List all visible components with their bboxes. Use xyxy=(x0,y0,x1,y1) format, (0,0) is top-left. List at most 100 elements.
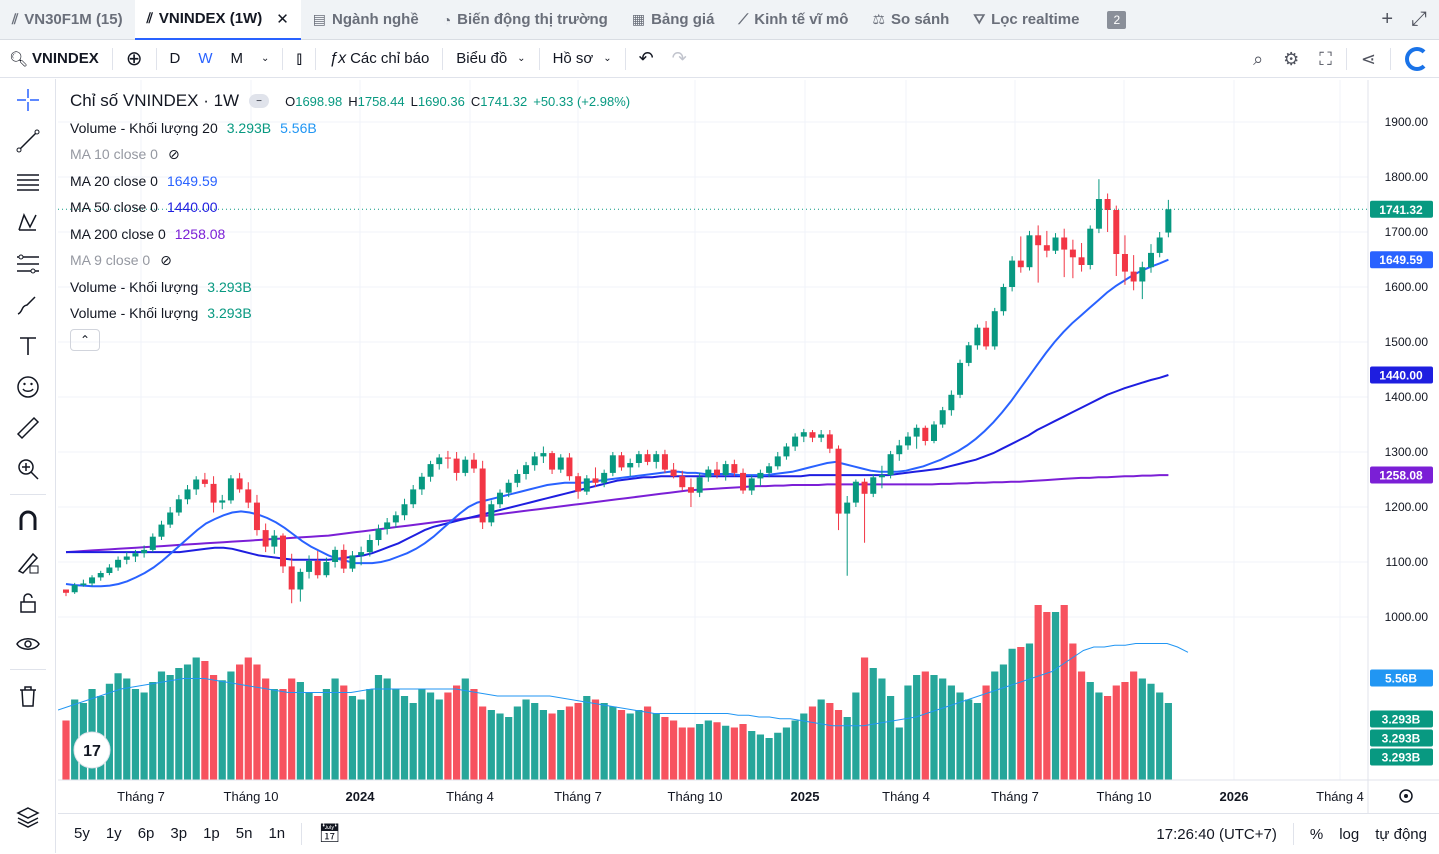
auto-toggle[interactable]: tự động xyxy=(1375,825,1427,843)
volume-bar xyxy=(878,678,886,780)
minus-icon[interactable]: − xyxy=(249,94,270,109)
chart-icon: ⫽ xyxy=(12,11,19,27)
legend-row[interactable]: MA 9 close 0 ⊘ xyxy=(70,247,630,274)
interval-W[interactable]: W xyxy=(198,50,213,67)
profile-dropdown[interactable]: Hồ sơ ⌄ xyxy=(544,40,621,78)
volume-bar xyxy=(999,664,1008,780)
tab-6[interactable]: ⚖ So sánh xyxy=(860,0,961,40)
candle xyxy=(800,428,807,443)
chart-type-dropdown[interactable]: Biểu đồ ⌄ xyxy=(447,40,534,78)
quick-search-icon[interactable]: ⌕ xyxy=(1253,48,1264,69)
tradingview-logo-icon[interactable]: 17 xyxy=(73,731,111,769)
trend-line-icon[interactable] xyxy=(8,121,48,161)
legend-header: Chỉ số VNINDEX · 1W − O1698.98 H1758.44 L169… xyxy=(70,88,630,115)
volume-bar xyxy=(1069,643,1077,780)
time-tick: Tháng 7 xyxy=(991,789,1039,804)
legend-row[interactable]: Volume - Khối lượng 20 3.293B 5.56B xyxy=(70,115,630,142)
clock-time[interactable]: 17:26:40 (UTC+7) xyxy=(1156,825,1277,843)
undo-icon[interactable]: ↶ xyxy=(638,48,654,68)
ohlc-label: C xyxy=(470,93,481,109)
range-1y[interactable]: 1y xyxy=(105,825,122,842)
legend-row[interactable]: MA 200 close 0 1258.08 xyxy=(70,221,630,248)
tab-0[interactable]: ⫽ VN30F1M (15) xyxy=(0,0,135,40)
tab-7[interactable]: ⛛ Lọc realtime xyxy=(961,0,1091,40)
tabbar-actions: + ⤢ xyxy=(1381,8,1427,31)
volume-bar xyxy=(348,696,357,780)
layers-icon[interactable] xyxy=(8,797,48,837)
range-5n[interactable]: 5n xyxy=(235,825,253,842)
lock-icon[interactable] xyxy=(8,583,48,623)
time-axis[interactable]: Tháng 7 Tháng 10 2024 Tháng 4 Tháng 7 Tháng 1… xyxy=(58,779,1439,804)
range-5y[interactable]: 5y xyxy=(74,825,90,842)
tab-3[interactable]: ◔ Biến động thị trường xyxy=(431,0,620,40)
chevron-down-icon[interactable]: ⌄ xyxy=(261,53,270,64)
range-6p[interactable]: 6p xyxy=(137,825,155,842)
collapse-legend-button[interactable]: ⌃ xyxy=(70,328,100,351)
volume-bar xyxy=(600,703,608,780)
tab-5[interactable]: ⟋ Kinh tế vĩ mô xyxy=(726,0,860,40)
divider xyxy=(282,47,284,70)
expand-icon[interactable]: ⤢ xyxy=(1411,8,1427,30)
zoom-in-icon[interactable] xyxy=(8,449,48,489)
interval-M[interactable]: M xyxy=(230,50,244,67)
eye-icon[interactable] xyxy=(8,624,48,664)
symbol-search[interactable]: 🔍︎ VNINDEX xyxy=(0,40,108,78)
tab-count-badge[interactable]: 2 xyxy=(1107,10,1127,29)
candles-icon[interactable]: ⫾ xyxy=(296,48,303,68)
crosshair-icon[interactable] xyxy=(8,80,48,120)
candle xyxy=(757,469,764,487)
candle xyxy=(89,575,96,587)
volume-bar xyxy=(418,689,426,780)
price-chart[interactable]: 1900.00 1800.00 1700.00 1600.00 1500.00 1400.… xyxy=(58,80,1439,813)
legend-row[interactable]: Volume - Khối lượng 3.293B xyxy=(70,300,630,327)
redo-icon[interactable]: ↷ xyxy=(671,48,687,68)
indicators-button[interactable]: ƒx Các chỉ báo xyxy=(320,40,438,78)
magnet-icon[interactable] xyxy=(8,501,48,541)
legend-row[interactable]: MA 50 close 0 1440.00 xyxy=(70,194,630,221)
volume-bar xyxy=(670,720,678,780)
eye-off-icon[interactable]: ⊘ xyxy=(160,251,172,268)
share-icon[interactable]: ⋖ xyxy=(1360,48,1376,69)
plus-circle-icon[interactable]: ⊕ xyxy=(125,48,143,70)
legend-row[interactable]: MA 10 close 0 ⊘ xyxy=(70,141,630,168)
eye-off-icon[interactable]: ⊘ xyxy=(167,145,180,162)
lock-pencil-icon[interactable] xyxy=(8,542,48,582)
text-icon[interactable] xyxy=(8,326,48,366)
tab-2[interactable]: ▤ Ngành nghề xyxy=(301,0,431,40)
log-toggle[interactable]: log xyxy=(1339,825,1360,843)
calendar-icon[interactable]: 📅︎ xyxy=(318,823,341,843)
legend-row[interactable]: MA 20 close 0 1649.59 xyxy=(70,168,630,195)
axis-settings-icon[interactable] xyxy=(1399,789,1413,803)
percent-toggle[interactable]: % xyxy=(1309,825,1324,843)
fib-icon[interactable] xyxy=(8,244,48,284)
fullscreen-icon[interactable]: ⛶ xyxy=(1319,48,1332,69)
time-tick: 2025 xyxy=(791,789,820,804)
ruler-icon[interactable] xyxy=(8,408,48,448)
close-icon[interactable]: ✕ xyxy=(276,10,289,28)
gear-icon[interactable]: ⚙ xyxy=(1283,48,1300,69)
brush-icon[interactable] xyxy=(8,285,48,325)
horizontal-lines-icon[interactable] xyxy=(8,162,48,202)
candle xyxy=(288,553,295,604)
candle xyxy=(653,450,660,469)
range-1p[interactable]: 1p xyxy=(203,825,220,842)
smile-icon[interactable] xyxy=(8,367,48,407)
legend-row[interactable]: Volume - Khối lượng 3.293B xyxy=(70,274,630,301)
pattern-icon[interactable] xyxy=(8,203,48,243)
volume-bar xyxy=(635,710,643,780)
interval-D[interactable]: D xyxy=(169,50,181,67)
tab-bar: ⫽ VN30F1M (15) ⫽ VNINDEX (1W) ✕ ▤ Ngành nghề ◔ B… xyxy=(0,0,1439,40)
volume-bar xyxy=(765,738,773,780)
range-3p[interactable]: 3p xyxy=(170,825,188,842)
trash-icon[interactable] xyxy=(8,676,48,716)
price-tick: 1800.00 xyxy=(1385,170,1429,184)
candle xyxy=(557,454,564,473)
price-axis[interactable]: 1900.00 1800.00 1700.00 1600.00 1500.00 1400.… xyxy=(1367,80,1433,813)
indicator-label: MA 200 close 0 xyxy=(70,225,166,242)
plus-icon[interactable]: + xyxy=(1381,8,1393,30)
tab-4[interactable]: ▦ Bảng giá xyxy=(620,0,727,40)
range-1n[interactable]: 1n xyxy=(268,825,286,842)
price-tick: 1400.00 xyxy=(1385,390,1429,404)
candle xyxy=(297,568,304,602)
tab-1[interactable]: ⫽ VNINDEX (1W) ✕ xyxy=(134,0,301,40)
